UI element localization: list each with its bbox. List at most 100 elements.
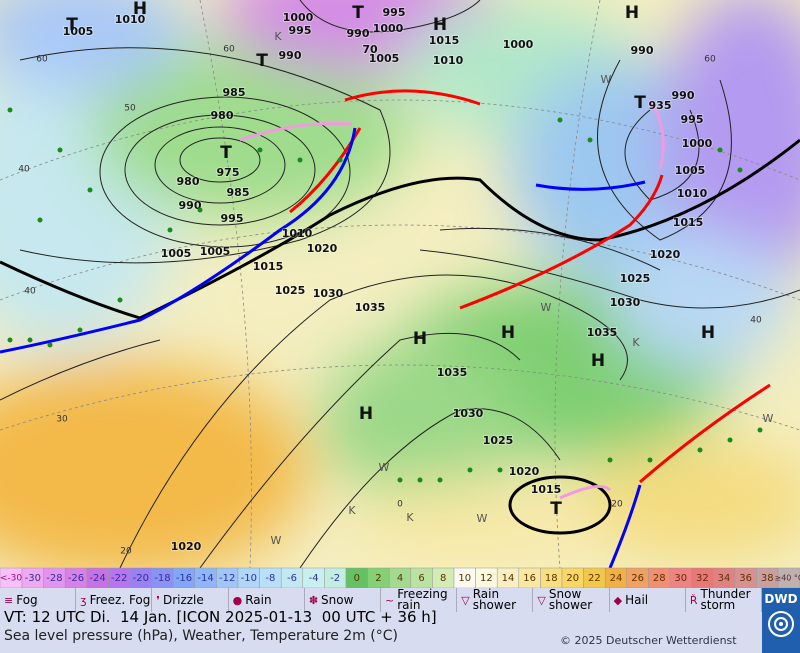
isobar-label: 1000 (682, 137, 713, 150)
pressure-center: T (66, 15, 78, 35)
scale-label: 2 (375, 573, 381, 584)
legend-label: Hail (625, 592, 649, 607)
weather-symbol (717, 147, 723, 153)
isobar-label: 995 (221, 212, 244, 225)
legend-icon: ʒ (80, 593, 87, 607)
graticule-label: 40 (18, 165, 30, 175)
scale-label: 28 (653, 573, 666, 584)
legend-label: Freezing rain (397, 587, 448, 612)
isobar-label: 1025 (483, 434, 514, 447)
legend-item: ❜ Drizzle (152, 588, 229, 612)
isobar-label: 1035 (437, 366, 468, 379)
region-mark: W (379, 461, 390, 474)
legend-item: ▽ Snow shower (533, 587, 610, 612)
isobar-label: 1020 (509, 465, 540, 478)
isobar-label: 1020 (171, 540, 202, 553)
scale-label: 36 (739, 573, 752, 584)
legend-item: ✽ Snow (305, 588, 382, 612)
scale-label: 20 (566, 573, 579, 584)
isobar-label: 995 (383, 6, 406, 19)
isobar-label: 980 (177, 175, 200, 188)
weather-symbol (167, 227, 173, 233)
isobar-label: 70 (362, 43, 378, 56)
weather-symbol (37, 217, 43, 223)
isobar-label: 1030 (610, 296, 641, 309)
legend-label: Freez. Fog (89, 592, 151, 607)
isobar-label: 990 (631, 44, 654, 57)
graticule-label: 60 (704, 55, 716, 65)
scale-label: 24 (610, 573, 623, 584)
scale-label: -4 (309, 573, 319, 584)
isobar-label: 1000 (283, 11, 314, 24)
isobar-label: 1020 (307, 242, 338, 255)
scale-label: -16 (176, 573, 192, 584)
graticule-label: 0 (397, 500, 403, 510)
weather-symbol (297, 157, 303, 163)
legend-label: Snow shower (548, 587, 593, 612)
scale-label: 18 (545, 573, 558, 584)
isobar-label: 1015 (531, 483, 562, 496)
scale-label: -26 (68, 573, 84, 584)
pressure-center: H (433, 15, 447, 35)
weather-symbol (417, 477, 423, 483)
isobar-label: 1025 (275, 284, 306, 297)
weather-symbol (467, 467, 473, 473)
region-mark: W (763, 412, 774, 425)
weather-symbol (117, 297, 123, 303)
pressure-center: H (701, 323, 715, 343)
pressure-center: H (591, 351, 605, 371)
weather-symbol (27, 337, 33, 343)
isobar-label: 1005 (369, 52, 400, 65)
scale-label: -12 (219, 573, 235, 584)
valid-time: VT: 12 UTC Di. 14 Jan. [ICON 2025-01-13 … (4, 608, 437, 626)
legend-item: ≡ Fog (0, 588, 77, 612)
scale-label: 16 (523, 573, 536, 584)
scale-label: 6 (418, 573, 424, 584)
weather-symbol (47, 342, 53, 348)
isobar-label: 1035 (355, 301, 386, 314)
dwd-logo: DWD (762, 588, 800, 653)
scale-label: -2 (330, 573, 340, 584)
isobar-label: 1030 (453, 407, 484, 420)
weather-symbol (337, 157, 343, 163)
isobar-label: 1010 (115, 13, 146, 26)
pressure-center: H (625, 3, 639, 23)
scale-label: 32 (696, 573, 709, 584)
graticule-label: 40 (750, 316, 762, 326)
scale-label: 14 (502, 573, 515, 584)
isobar-label: 1025 (620, 272, 651, 285)
isobar-label: 1010 (677, 187, 708, 200)
isobar-label: 990 (672, 89, 695, 102)
pressure-center: H (413, 329, 427, 349)
weather-symbol (587, 137, 593, 143)
isobar-label: 1035 (587, 326, 618, 339)
legend-label: Thunder storm (700, 587, 751, 612)
weather-symbol (557, 117, 563, 123)
pressure-center: H (133, 0, 147, 19)
region-mark: W (477, 512, 488, 525)
region-mark: W (601, 73, 612, 86)
scale-label: -28 (46, 573, 62, 584)
weather-symbol (87, 187, 93, 193)
isobar-label: 935 (649, 99, 672, 112)
isobar-label: 990 (279, 49, 302, 62)
weather-symbol (737, 167, 743, 173)
weather-symbol (257, 147, 263, 153)
scale-label: -14 (197, 573, 213, 584)
legend-item: ~ Freezing rain (381, 587, 458, 612)
isobar-label: 1015 (253, 260, 284, 273)
isobar-label: 990 (347, 27, 370, 40)
scale-label: -22 (111, 573, 127, 584)
legend-icon: ~ (385, 593, 395, 607)
region-mark: K (348, 504, 356, 517)
legend-item: ʒ Freez. Fog (76, 588, 153, 612)
copyright: © 2025 Deutscher Wetterdienst (560, 634, 737, 647)
legend-icon: ● (232, 593, 243, 607)
legend-label: Rain shower (472, 587, 517, 612)
isobar-label: 1015 (673, 216, 704, 229)
isobar-label: 1005 (63, 25, 94, 38)
graticule-label: 60 (36, 55, 48, 65)
pressure-center: T (550, 499, 562, 519)
